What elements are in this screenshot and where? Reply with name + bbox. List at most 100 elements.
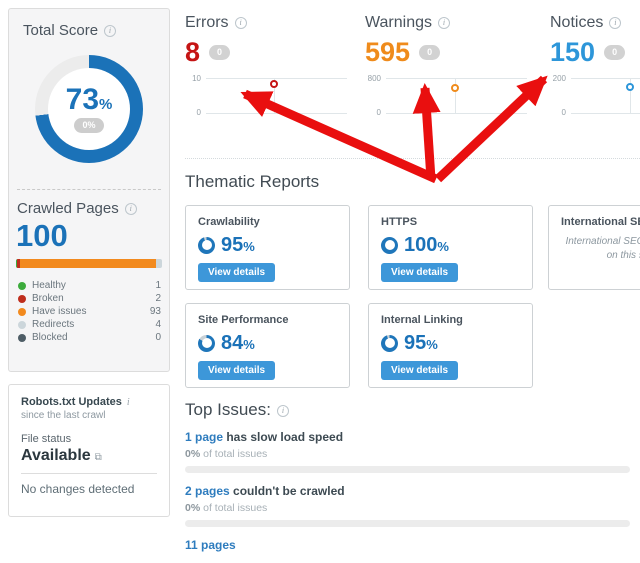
view-details-button[interactable]: View details: [381, 361, 459, 380]
view-details-button[interactable]: View details: [198, 361, 276, 380]
issue-text: has slow load speed: [223, 430, 344, 444]
errors-delta-badge: 0: [209, 45, 231, 60]
thematic-reports-title: Thematic Reports: [185, 172, 320, 191]
card-score: 95%: [221, 234, 255, 256]
info-icon[interactable]: i: [609, 16, 622, 29]
issue-subtext: of total issues: [200, 502, 268, 514]
crawled-pages-section: Crawled Pages i 100 Healthy 1 Broken 2 Have…: [9, 200, 169, 344]
crawlability-card: Crawlability 95% View details: [185, 205, 350, 290]
issue-item: 11 pages: [185, 538, 640, 552]
gridline: [571, 78, 640, 79]
errors-mini-chart: 10 0: [185, 74, 347, 117]
gridline: [206, 78, 347, 79]
card-score: 84%: [221, 332, 255, 354]
progress-ring-icon: [198, 334, 215, 352]
info-icon[interactable]: i: [124, 202, 137, 215]
data-point[interactable]: [269, 80, 278, 89]
top-issues-title: Top Issues: i: [185, 400, 289, 420]
gridline: [386, 78, 527, 79]
site-performance-card: Site Performance 84% View details: [185, 303, 350, 388]
blocked-dot-icon: [18, 333, 26, 342]
total-score-title: Total Score i: [23, 22, 169, 39]
robots-txt-card: Robots.txt Updates i since the last crawl…: [8, 384, 170, 517]
crawled-pages-legend: Healthy 1 Broken 2 Have issues 93 Redirects…: [18, 279, 161, 344]
issue-subtext: of total issues: [200, 448, 268, 460]
card-score: 95%: [404, 332, 438, 354]
issue-progress-bar: [185, 466, 630, 473]
issue-link[interactable]: 1 page: [185, 430, 224, 444]
card-title: Internal Linking: [381, 314, 463, 326]
file-status-label: File status: [21, 433, 72, 445]
internal-linking-card: Internal Linking 95% View details: [368, 303, 533, 388]
total-score-delta-badge: 0%: [74, 118, 104, 133]
errors-title: Errors i: [185, 14, 347, 32]
notices-value: 150: [550, 37, 596, 67]
info-icon[interactable]: i: [126, 397, 130, 408]
notices-title: Notices i: [550, 14, 640, 32]
info-icon[interactable]: i: [437, 16, 450, 29]
healthy-dot-icon: [18, 281, 26, 290]
card-title: Crawlability: [198, 216, 260, 228]
bar-have-issues: [20, 259, 157, 269]
international-seo-card: International SEO International SEO is n…: [548, 205, 640, 290]
info-icon[interactable]: i: [277, 404, 289, 417]
y-axis-min: 0: [196, 108, 201, 117]
issue-item: 1 page has slow load speed 0% of total i…: [185, 430, 640, 473]
view-details-button[interactable]: View details: [198, 263, 276, 282]
have-issues-dot-icon: [18, 307, 26, 316]
y-axis-min: 0: [561, 108, 566, 117]
notices-stat: Notices i 150 0 200 0: [550, 14, 640, 117]
crawled-pages-bar: [16, 259, 162, 269]
gridline: [386, 113, 527, 114]
gridline: [206, 113, 347, 114]
card-title: HTTPS: [381, 216, 418, 228]
https-card: HTTPS 100% View details: [368, 205, 533, 290]
info-icon[interactable]: i: [234, 16, 247, 29]
notices-mini-chart: 200 0: [550, 74, 640, 117]
divider: [185, 158, 640, 159]
progress-ring-icon: [381, 334, 398, 352]
robots-subtitle: since the last crawl: [21, 410, 106, 421]
data-point[interactable]: [451, 84, 460, 93]
view-details-button[interactable]: View details: [381, 263, 459, 282]
redirects-dot-icon: [18, 320, 26, 329]
y-axis-min: 0: [376, 108, 381, 117]
robots-title: Robots.txt Updates i: [21, 396, 130, 408]
crawled-pages-title: Crawled Pages i: [17, 200, 169, 217]
issue-item: 2 pages couldn't be crawled 0% of total …: [185, 484, 640, 527]
y-axis-max: 800: [367, 74, 381, 83]
issue-percent: 0%: [185, 502, 201, 514]
external-link-icon: ⧉: [94, 452, 102, 463]
total-score-card: Total Score i 73% 0% Crawled Pages i 100 H…: [8, 8, 170, 372]
crawled-pages-value: 100: [16, 218, 68, 253]
file-status-link[interactable]: Available ⧉: [21, 447, 102, 464]
info-icon[interactable]: i: [104, 24, 117, 37]
notices-delta-badge: 0: [604, 45, 626, 60]
issue-link[interactable]: 2 pages: [185, 484, 230, 498]
card-title: Site Performance: [198, 314, 289, 326]
robots-note: No changes detected: [21, 482, 135, 496]
legend-row: Healthy 1: [18, 279, 161, 292]
broken-dot-icon: [18, 294, 26, 303]
legend-row: Broken 2: [18, 292, 161, 305]
warnings-delta-badge: 0: [419, 45, 441, 60]
y-axis-max: 10: [192, 74, 201, 83]
top-issues-list: 1 page has slow load speed 0% of total i…: [185, 430, 640, 563]
progress-ring-icon: [198, 236, 215, 254]
legend-row: Blocked 0: [18, 331, 161, 344]
data-point[interactable]: [626, 82, 635, 91]
issue-link[interactable]: 11 pages: [185, 538, 236, 552]
card-message: International SEO is not used on this si…: [565, 236, 640, 261]
warnings-stat: Warnings i 595 0 800 0: [365, 14, 527, 117]
card-score: 100%: [404, 234, 449, 256]
progress-ring-icon: [381, 236, 398, 254]
issue-text: couldn't be crawled: [229, 484, 345, 498]
issue-progress-bar: [185, 520, 630, 527]
warnings-value: 595: [365, 37, 411, 67]
card-title: International SEO: [561, 216, 640, 228]
bar-broken: [17, 259, 21, 269]
divider: [21, 473, 157, 474]
total-score-gauge: 73% 0%: [35, 55, 143, 163]
warnings-title: Warnings i: [365, 14, 527, 32]
